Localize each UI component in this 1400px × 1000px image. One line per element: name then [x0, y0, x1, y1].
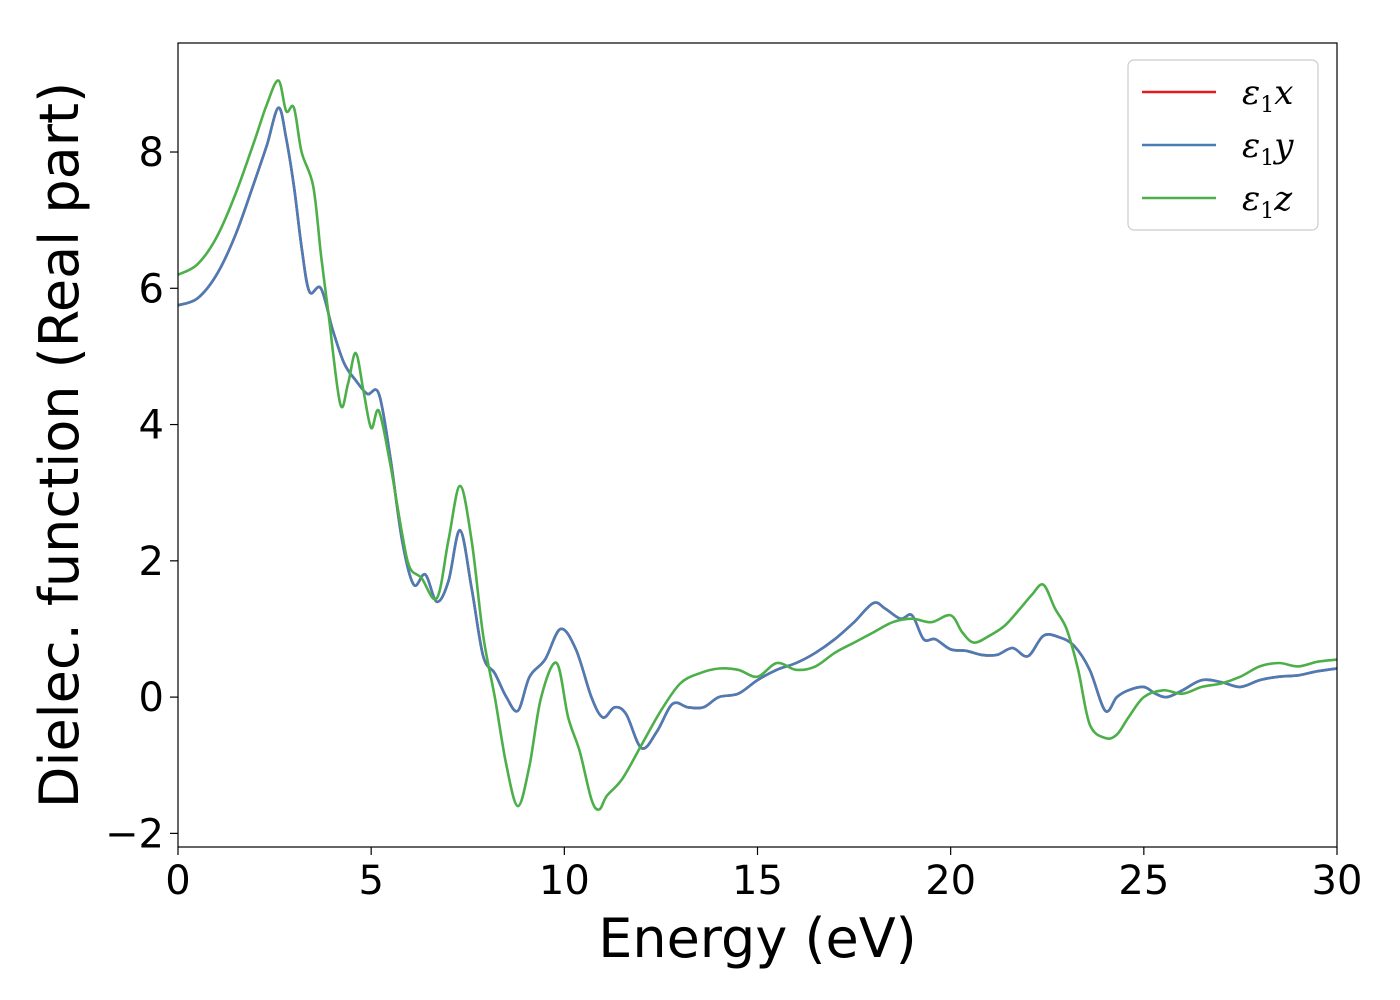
y-axis-label: Dielec. function (Real part): [28, 82, 91, 808]
legend-label-z: ε1z: [1242, 179, 1293, 224]
series-line-z: [178, 79, 1337, 811]
legend-symbol: ε: [1242, 126, 1260, 166]
x-axis-label: Energy (eV): [598, 907, 917, 970]
x-axis-ticks: 0 5 10 15 20 25 30: [165, 847, 1362, 904]
y-tick-label: 2: [139, 539, 164, 585]
x-tick-label: 20: [925, 858, 976, 904]
legend-variable: x: [1274, 73, 1293, 113]
y-tick-label: −2: [105, 811, 164, 857]
x-tick-label: 30: [1312, 858, 1363, 904]
y-tick-label: 8: [139, 130, 164, 176]
legend-subscript: 1: [1260, 199, 1274, 224]
legend-subscript: 1: [1260, 146, 1274, 171]
legend-variable: y: [1272, 126, 1294, 166]
x-tick-label: 5: [358, 858, 383, 904]
x-tick-label: 15: [732, 858, 783, 904]
legend-variable: z: [1273, 179, 1293, 219]
series-layer: [178, 79, 1337, 811]
y-tick-label: 0: [139, 675, 164, 721]
x-tick-label: 10: [539, 858, 590, 904]
y-axis-ticks: −2 0 2 4 6 8: [105, 130, 178, 857]
legend-box: [1127, 59, 1319, 231]
legend-label-y: ε1y: [1242, 126, 1294, 171]
legend-symbol: ε: [1242, 73, 1260, 113]
x-tick-label: 25: [1118, 858, 1169, 904]
x-tick-label: 0: [165, 858, 190, 904]
legend-label-x: ε1x: [1242, 73, 1293, 118]
series-line-y: [178, 106, 1337, 750]
y-tick-label: 4: [139, 403, 164, 449]
y-tick-label: 6: [139, 266, 164, 312]
legend-subscript: 1: [1260, 93, 1274, 118]
legend-symbol: ε: [1242, 179, 1260, 219]
